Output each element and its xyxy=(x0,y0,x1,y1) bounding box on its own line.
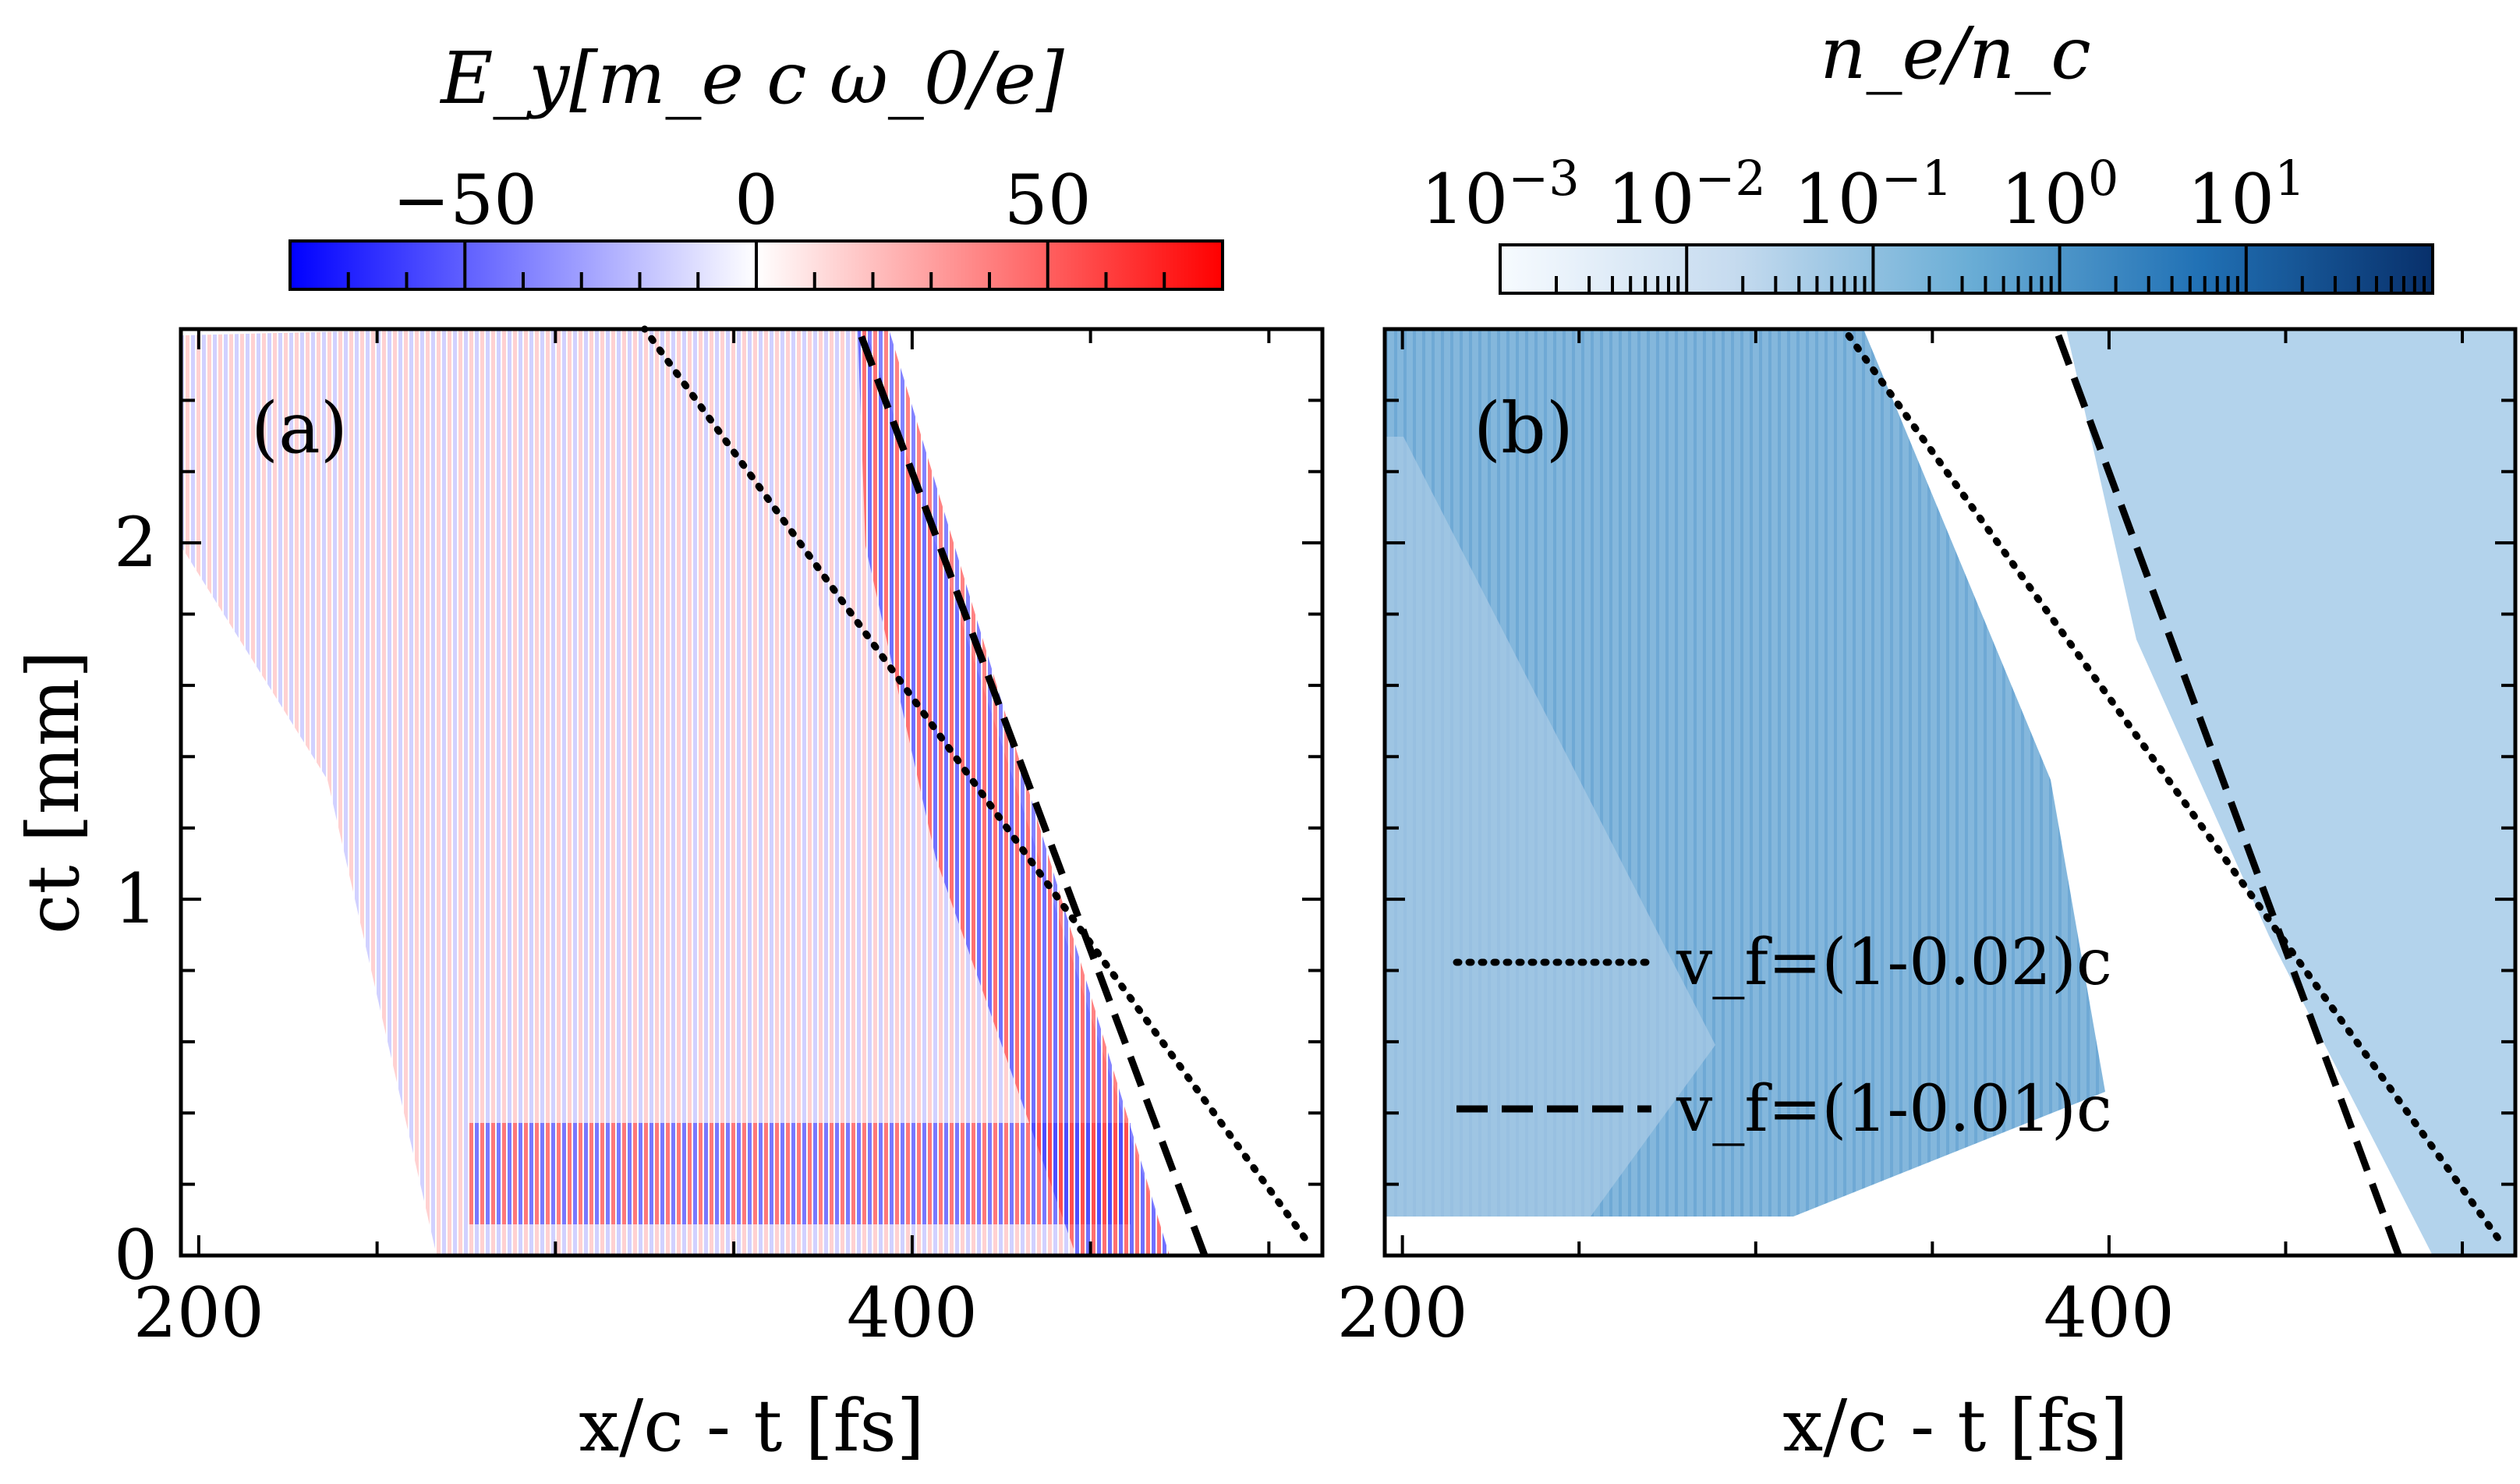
panel-a-x-ticks: 200 400 xyxy=(133,329,1271,1353)
panel-a-heatmap xyxy=(181,329,1322,1256)
legend-dotted-label: v_f=(1-0.02)c xyxy=(1676,926,2112,1000)
panel-b-colorbar-tick-labels: 10−3 10−2 10−1 100 101 xyxy=(1421,150,2305,239)
panel-a-strong-field-region xyxy=(858,329,1170,1256)
colorbar-tick-label: 50 xyxy=(1004,160,1092,240)
panel-b-label: (b) xyxy=(1474,388,1573,469)
panel-b-x-ticks: 200 400 xyxy=(1337,329,2465,1353)
panel-a-frame xyxy=(179,327,1325,1258)
y-tick-label: 0 xyxy=(114,1215,158,1295)
x-tick-label: 400 xyxy=(847,1273,978,1353)
x-tick-label: 200 xyxy=(1337,1273,1468,1353)
colorbar-tick-label: 10−3 xyxy=(1421,150,1579,239)
dotted-line xyxy=(641,325,1308,1241)
colorbar-tick-label: 101 xyxy=(2187,150,2305,239)
panel-b-x-axis-title: x/c - t [fs] xyxy=(1782,1384,2128,1468)
panel-a-y-axis-title: ct [mm] xyxy=(12,650,95,934)
panel-a-bright-band xyxy=(468,1123,1131,1224)
y-tick-label: 1 xyxy=(114,859,158,939)
colorbar-tick-label: 10−1 xyxy=(1794,150,1952,239)
x-tick-label: 200 xyxy=(133,1273,264,1353)
panel-a-label: (a) xyxy=(251,388,348,469)
panel-a-colorbar: E_y[m_e c ω_0/e] −50 0 50 xyxy=(288,37,1224,291)
panel-b-colorbar-title: n_e/n_c xyxy=(1820,12,2090,95)
panel-a-colorbar-tick-labels: −50 0 50 xyxy=(392,160,1091,240)
panel-b-background-plasma xyxy=(2066,329,2515,1256)
panel-b-lines xyxy=(1840,325,2501,1257)
colorbar-tick-label: 0 xyxy=(734,160,778,240)
panel-a-y-ticks: 0 1 2 xyxy=(114,328,1322,1295)
panel-a-colorbar-title: E_y[m_e c ω_0/e] xyxy=(439,37,1064,120)
dashed-line xyxy=(2052,328,2402,1257)
panel-b-colorbar-gradient xyxy=(1499,243,2434,295)
dotted-line xyxy=(1840,325,2501,1241)
panel-a-colorbar-ticks xyxy=(346,241,1166,289)
x-tick-label: 400 xyxy=(2044,1273,2175,1353)
dashed-line xyxy=(855,328,1209,1257)
panel-b-heatmap xyxy=(1385,329,2515,1256)
panel-a: E_y[m_e c ω_0/e] −50 0 50 200 400 0 1 2 (a) x… xyxy=(12,37,1325,1468)
panel-b: n_e/n_c 10−3 10−2 10−1 100 101 200 400 (b) x/… xyxy=(1337,12,2518,1468)
colorbar-tick-label: 10−2 xyxy=(1608,150,1766,239)
panel-a-lines xyxy=(641,325,1308,1257)
panel-b-legend: v_f=(1-0.02)c v_f=(1-0.01)c xyxy=(1453,926,2112,1146)
panel-b-y-ticks xyxy=(1385,328,2515,1257)
colorbar-tick-label: 100 xyxy=(2001,150,2118,239)
panel-b-colorbar: n_e/n_c 10−3 10−2 10−1 100 101 xyxy=(1421,12,2434,295)
colorbar-tick-label: −50 xyxy=(392,160,537,240)
panel-b-frame xyxy=(1382,327,2518,1258)
panel-b-lower-left-light-region xyxy=(1385,437,1715,1217)
panel-b-colorbar-ticks xyxy=(1555,245,2426,293)
y-tick-label: 2 xyxy=(114,502,158,583)
panel-a-x-axis-title: x/c - t [fs] xyxy=(579,1384,924,1468)
legend-dashed-label: v_f=(1-0.01)c xyxy=(1676,1072,2112,1146)
